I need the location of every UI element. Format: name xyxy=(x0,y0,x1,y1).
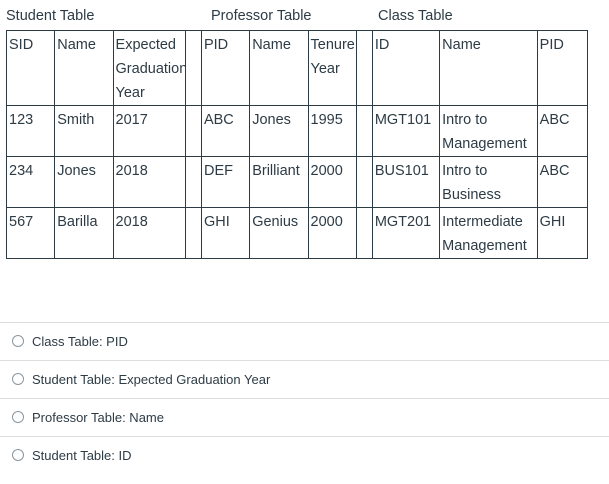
professor-pid-cell: GHI xyxy=(200,207,251,259)
answer-option-label: Class Table: PID xyxy=(32,333,128,349)
class-pid-cell: ABC xyxy=(536,156,589,208)
answer-divider xyxy=(0,322,609,323)
class-pid-cell: GHI xyxy=(536,207,589,259)
answer-option-label: Student Table: Expected Graduation Year xyxy=(32,371,271,387)
radio-button[interactable] xyxy=(12,411,24,423)
radio-button[interactable] xyxy=(12,373,24,385)
answer-option-label: Professor Table: Name xyxy=(32,409,164,425)
class-table-title: Class Table xyxy=(378,8,453,24)
class-pid-cell: ABC xyxy=(536,105,589,157)
table-row: 123 Smith 2017 ABC Jones 1995 MGT101 Int… xyxy=(5,105,589,157)
gap-cell xyxy=(184,156,202,208)
tables-grid: SID Name Expected Graduation Year PID Na… xyxy=(5,30,589,259)
class-name-cell: Intro to Business xyxy=(439,156,538,208)
student-name-cell: Smith xyxy=(54,105,114,157)
answer-option-student-table-expected-graduation-year[interactable]: Student Table: Expected Graduation Year xyxy=(12,369,270,389)
answer-option-professor-table-name[interactable]: Professor Table: Name xyxy=(12,407,164,427)
class-header-name: Name xyxy=(439,30,538,106)
student-grad-year-cell: 2018 xyxy=(112,156,186,208)
answer-divider xyxy=(0,398,609,399)
gap-cell xyxy=(355,156,373,208)
gap-cell xyxy=(355,105,373,157)
professor-pid-cell: ABC xyxy=(200,105,251,157)
student-header-name: Name xyxy=(54,30,114,106)
professor-name-cell: Brilliant xyxy=(249,156,309,208)
class-name-cell: Intermediate Management xyxy=(439,207,538,259)
radio-button[interactable] xyxy=(12,449,24,461)
student-table-title: Student Table xyxy=(6,8,95,24)
answer-option-label: Student Table: ID xyxy=(32,447,132,463)
professor-tenure-year-cell: 2000 xyxy=(307,156,357,208)
professor-tenure-year-cell: 2000 xyxy=(307,207,357,259)
header-row: SID Name Expected Graduation Year PID Na… xyxy=(5,30,589,106)
student-header-grad-year: Expected Graduation Year xyxy=(112,30,186,106)
table-row: 567 Barilla 2018 GHI Genius 2000 MGT201 … xyxy=(5,207,589,259)
class-id-cell: BUS101 xyxy=(371,156,441,208)
answer-option-student-table-id[interactable]: Student Table: ID xyxy=(12,445,132,465)
professor-header-name: Name xyxy=(249,30,309,106)
class-id-cell: MGT201 xyxy=(371,207,441,259)
radio-button[interactable] xyxy=(12,335,24,347)
answer-divider xyxy=(0,360,609,361)
student-name-cell: Barilla xyxy=(54,207,114,259)
professor-table-title: Professor Table xyxy=(211,8,312,24)
gap-cell xyxy=(184,30,202,106)
answer-option-class-table-pid[interactable]: Class Table: PID xyxy=(12,331,128,351)
professor-tenure-year-cell: 1995 xyxy=(307,105,357,157)
professor-header-tenure-year: Tenure Year xyxy=(307,30,357,106)
student-header-sid: SID xyxy=(5,30,56,106)
class-name-cell: Intro to Management xyxy=(439,105,538,157)
student-grad-year-cell: 2018 xyxy=(112,207,186,259)
gap-cell xyxy=(355,207,373,259)
student-grad-year-cell: 2017 xyxy=(112,105,186,157)
class-id-cell: MGT101 xyxy=(371,105,441,157)
answer-divider xyxy=(0,436,609,437)
table-row: 234 Jones 2018 DEF Brilliant 2000 BUS101… xyxy=(5,156,589,208)
gap-cell xyxy=(355,30,373,106)
class-header-id: ID xyxy=(371,30,441,106)
professor-name-cell: Genius xyxy=(249,207,309,259)
gap-cell xyxy=(184,105,202,157)
gap-cell xyxy=(184,207,202,259)
student-sid-cell: 567 xyxy=(5,207,56,259)
class-header-pid: PID xyxy=(536,30,589,106)
student-sid-cell: 234 xyxy=(5,156,56,208)
tables-figure: Student Table Professor Table Class Tabl… xyxy=(5,8,589,259)
student-sid-cell: 123 xyxy=(5,105,56,157)
professor-header-pid: PID xyxy=(200,30,251,106)
professor-pid-cell: DEF xyxy=(200,156,251,208)
professor-name-cell: Jones xyxy=(249,105,309,157)
student-name-cell: Jones xyxy=(54,156,114,208)
